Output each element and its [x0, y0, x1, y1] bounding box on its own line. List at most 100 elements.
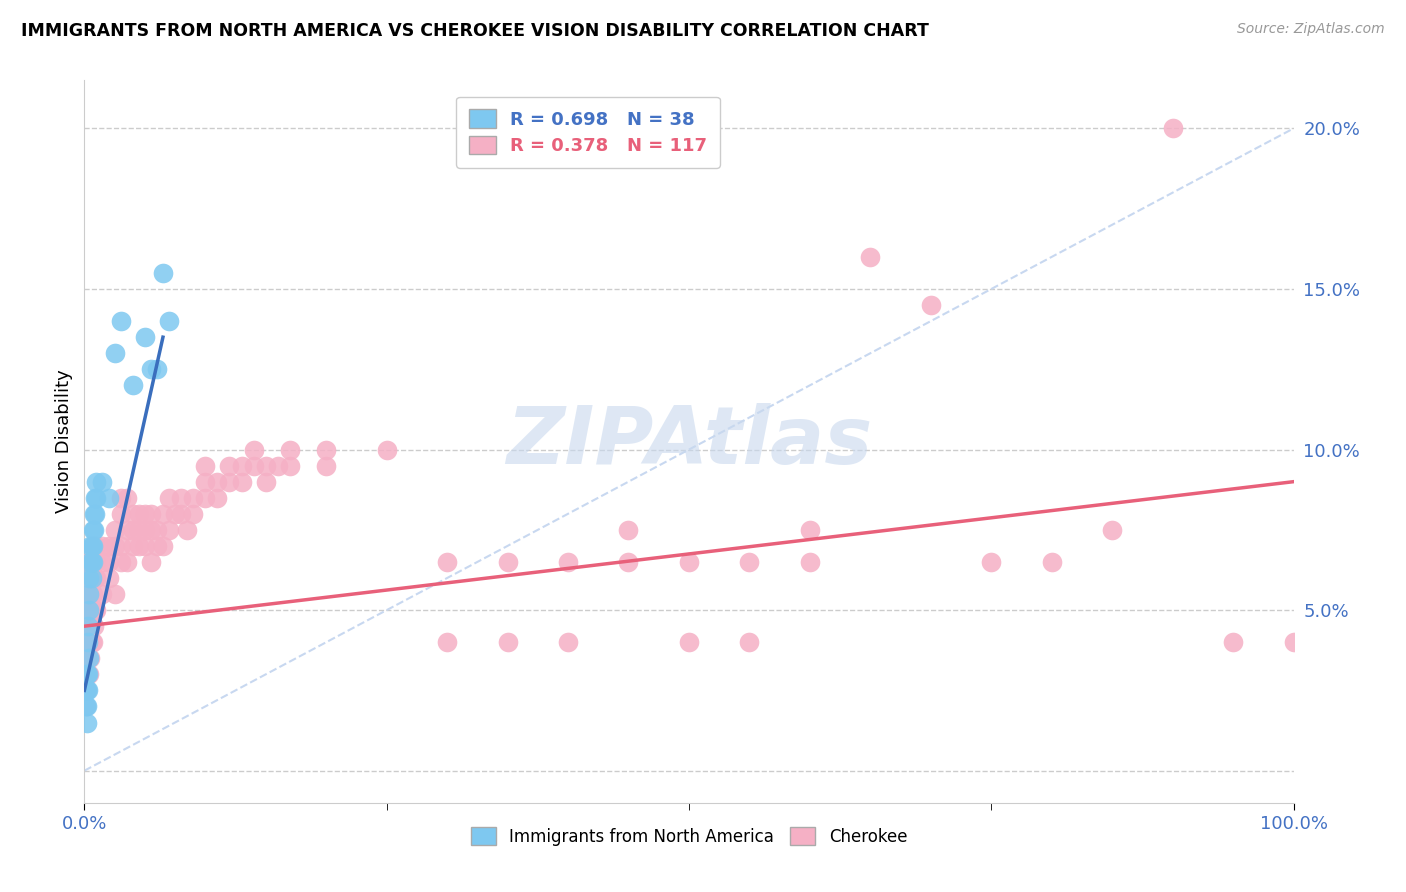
Point: [152, 507, 174, 521]
Point: [799, 555, 821, 569]
Point: [82, 635, 104, 649]
Point: [79, 619, 101, 633]
Point: [218, 458, 240, 473]
Point: [218, 475, 240, 489]
Point: [194, 458, 217, 473]
Point: [139, 523, 162, 537]
Point: [375, 442, 398, 457]
Point: [128, 507, 150, 521]
Point: [134, 539, 156, 553]
Point: [920, 298, 942, 312]
Point: [157, 523, 180, 537]
Point: [110, 555, 132, 569]
Point: [170, 507, 193, 521]
Point: [84, 491, 107, 505]
Point: [82, 587, 104, 601]
Point: [91, 555, 114, 569]
Point: [242, 442, 264, 457]
Point: [84, 571, 107, 585]
Point: [139, 507, 162, 521]
Point: [194, 491, 217, 505]
Point: [134, 523, 156, 537]
Point: [170, 491, 193, 505]
Point: [121, 523, 143, 537]
Point: [76, 715, 98, 730]
Point: [86, 555, 108, 569]
Point: [77, 571, 100, 585]
Point: [738, 635, 761, 649]
Point: [76, 635, 98, 649]
Point: [980, 555, 1002, 569]
Point: [110, 539, 132, 553]
Point: [75, 699, 97, 714]
Point: [207, 475, 229, 489]
Point: [82, 539, 104, 553]
Point: [315, 458, 337, 473]
Legend: Immigrants from North America, Cherokee: Immigrants from North America, Cherokee: [464, 821, 914, 852]
Point: [77, 555, 100, 569]
Point: [76, 667, 98, 681]
Point: [1161, 121, 1184, 136]
Point: [557, 635, 579, 649]
Point: [231, 458, 253, 473]
Point: [139, 555, 162, 569]
Point: [181, 507, 204, 521]
Point: [278, 442, 301, 457]
Point: [617, 555, 640, 569]
Point: [231, 475, 253, 489]
Point: [77, 587, 100, 601]
Point: [121, 507, 143, 521]
Point: [128, 539, 150, 553]
Point: [80, 635, 103, 649]
Point: [86, 571, 108, 585]
Point: [152, 266, 174, 280]
Point: [82, 539, 104, 553]
Point: [104, 587, 127, 601]
Point: [121, 539, 143, 553]
Point: [76, 683, 98, 698]
Point: [91, 587, 114, 601]
Point: [165, 507, 187, 521]
Point: [152, 539, 174, 553]
Text: IMMIGRANTS FROM NORTH AMERICA VS CHEROKEE VISION DISABILITY CORRELATION CHART: IMMIGRANTS FROM NORTH AMERICA VS CHEROKE…: [21, 22, 929, 40]
Point: [77, 667, 100, 681]
Point: [91, 539, 114, 553]
Point: [80, 603, 103, 617]
Point: [1282, 635, 1305, 649]
Point: [83, 523, 105, 537]
Point: [104, 523, 127, 537]
Point: [84, 507, 107, 521]
Point: [75, 683, 97, 698]
Point: [77, 635, 100, 649]
Point: [77, 635, 100, 649]
Point: [315, 442, 337, 457]
Point: [104, 346, 127, 360]
Point: [82, 555, 104, 569]
Point: [115, 555, 138, 569]
Point: [77, 587, 100, 601]
Point: [75, 699, 97, 714]
Point: [77, 651, 100, 665]
Point: [97, 539, 120, 553]
Point: [496, 635, 519, 649]
Point: [76, 683, 98, 698]
Point: [79, 555, 101, 569]
Point: [75, 683, 97, 698]
Point: [77, 603, 100, 617]
Point: [157, 314, 180, 328]
Point: [436, 635, 458, 649]
Point: [80, 539, 103, 553]
Point: [1101, 523, 1123, 537]
Point: [146, 523, 169, 537]
Point: [267, 458, 290, 473]
Point: [76, 619, 98, 633]
Point: [75, 651, 97, 665]
Point: [86, 475, 108, 489]
Point: [738, 555, 761, 569]
Point: [436, 555, 458, 569]
Point: [77, 571, 100, 585]
Point: [82, 523, 104, 537]
Point: [75, 667, 97, 681]
Point: [110, 314, 132, 328]
Point: [207, 491, 229, 505]
